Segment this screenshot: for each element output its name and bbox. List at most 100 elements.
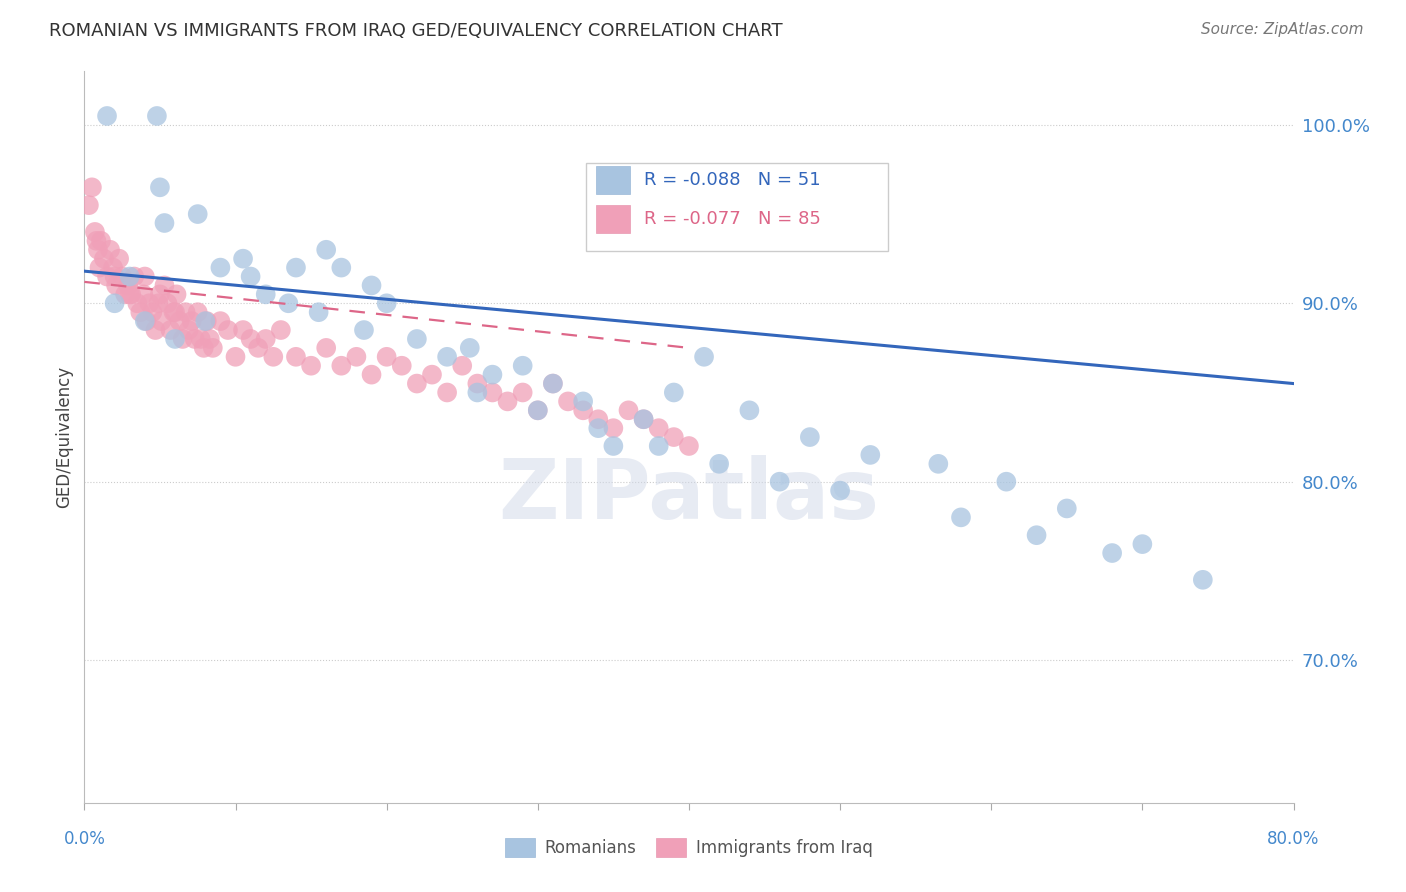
Point <box>209 314 232 328</box>
Point <box>308 305 330 319</box>
Point <box>406 376 429 391</box>
Point <box>602 421 624 435</box>
Point <box>120 287 142 301</box>
Point <box>451 359 474 373</box>
Point <box>467 376 489 391</box>
Point <box>87 243 110 257</box>
Point <box>1101 546 1123 560</box>
Point <box>129 305 152 319</box>
Point <box>1025 528 1047 542</box>
Point <box>239 269 262 284</box>
Point <box>177 323 200 337</box>
Point <box>927 457 949 471</box>
Point <box>166 287 188 301</box>
Point <box>138 296 160 310</box>
Point <box>153 278 176 293</box>
Point <box>217 323 239 337</box>
Point <box>149 180 172 194</box>
Text: Source: ZipAtlas.com: Source: ZipAtlas.com <box>1201 22 1364 37</box>
Point <box>662 385 685 400</box>
Point <box>98 243 121 257</box>
Point <box>80 180 103 194</box>
Point <box>86 234 108 248</box>
Point <box>830 483 852 498</box>
Point <box>153 216 176 230</box>
Point <box>84 225 107 239</box>
Point <box>122 269 145 284</box>
Point <box>1132 537 1154 551</box>
Point <box>648 421 671 435</box>
Point <box>859 448 882 462</box>
Text: ZIPatlas: ZIPatlas <box>499 455 879 536</box>
Point <box>105 278 128 293</box>
Point <box>101 260 124 275</box>
Point <box>159 323 181 337</box>
Point <box>96 109 118 123</box>
Point <box>1056 501 1078 516</box>
Point <box>162 305 184 319</box>
Point <box>527 403 550 417</box>
Point <box>709 457 731 471</box>
Point <box>165 332 187 346</box>
Point <box>193 341 215 355</box>
FancyBboxPatch shape <box>586 163 889 251</box>
Point <box>180 314 202 328</box>
Point <box>512 359 534 373</box>
Point <box>678 439 700 453</box>
Point <box>134 269 156 284</box>
Point <box>187 305 209 319</box>
Point <box>187 207 209 221</box>
Point <box>602 439 624 453</box>
Point <box>254 332 277 346</box>
Point <box>285 260 308 275</box>
Text: 80.0%: 80.0% <box>1267 830 1320 847</box>
Point <box>950 510 973 524</box>
Point <box>165 305 187 319</box>
Point <box>496 394 519 409</box>
Point <box>467 385 489 400</box>
Point <box>148 296 170 310</box>
Point <box>769 475 792 489</box>
Point <box>277 296 299 310</box>
Point <box>693 350 716 364</box>
Point <box>406 332 429 346</box>
Point <box>420 368 443 382</box>
Point <box>738 403 761 417</box>
Point <box>254 287 277 301</box>
Point <box>174 305 197 319</box>
Point <box>662 430 685 444</box>
Text: R = -0.077   N = 85: R = -0.077 N = 85 <box>644 211 821 228</box>
Point <box>195 314 218 328</box>
Point <box>315 341 337 355</box>
Point <box>149 287 172 301</box>
Bar <box>596 205 630 233</box>
Point <box>141 305 163 319</box>
Point <box>150 314 173 328</box>
Point <box>330 359 353 373</box>
Point <box>375 350 398 364</box>
Point <box>436 350 458 364</box>
Point <box>557 394 579 409</box>
Point <box>617 403 640 417</box>
Point <box>346 350 368 364</box>
Text: ROMANIAN VS IMMIGRANTS FROM IRAQ GED/EQUIVALENCY CORRELATION CHART: ROMANIAN VS IMMIGRANTS FROM IRAQ GED/EQU… <box>49 22 783 40</box>
Point <box>118 269 141 284</box>
Point <box>127 296 149 310</box>
Point <box>232 323 254 337</box>
Point <box>572 394 595 409</box>
Point <box>799 430 821 444</box>
Point <box>315 243 337 257</box>
Point <box>262 350 284 364</box>
Point <box>96 269 118 284</box>
Y-axis label: GED/Equivalency: GED/Equivalency <box>55 366 73 508</box>
Point <box>145 323 167 337</box>
Point <box>541 376 564 391</box>
Point <box>89 260 111 275</box>
Point <box>353 323 375 337</box>
Point <box>156 296 179 310</box>
Point <box>93 252 115 266</box>
Point <box>172 332 194 346</box>
Bar <box>596 166 630 194</box>
Point <box>458 341 481 355</box>
Point <box>114 287 136 301</box>
